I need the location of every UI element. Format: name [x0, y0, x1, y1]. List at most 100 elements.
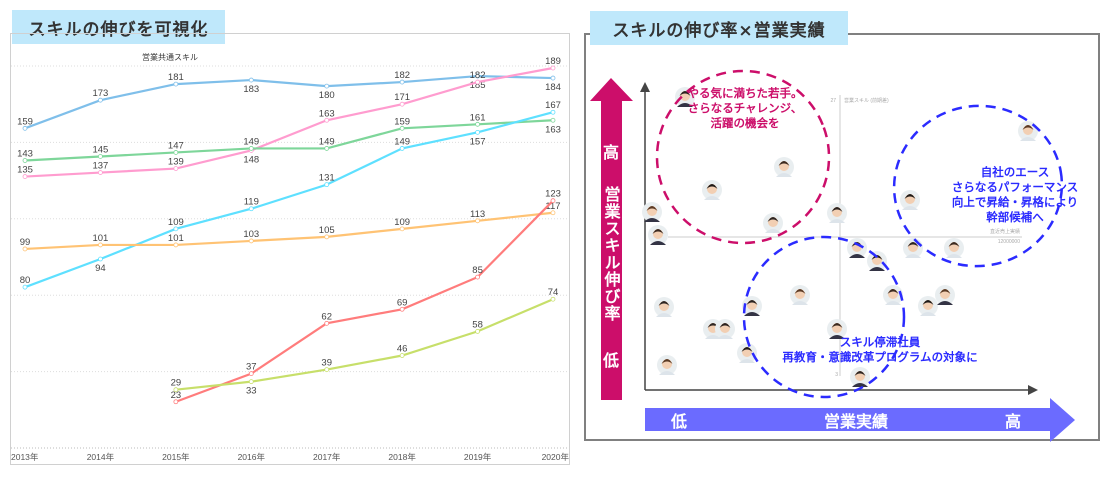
data-point: [475, 73, 480, 79]
avatar-hair: [652, 229, 664, 234]
employee-avatar[interactable]: [847, 238, 867, 258]
data-label: 131: [319, 173, 335, 184]
series-line: 80 94 109 119 131 149 157 167: [20, 100, 561, 290]
data-point: [324, 182, 330, 188]
employee-avatar[interactable]: [642, 202, 662, 222]
series-path: [24, 74, 554, 130]
employee-avatar[interactable]: [1018, 121, 1038, 141]
data-label: 33: [246, 386, 257, 397]
avatar-hair: [746, 300, 758, 305]
sales-performance-arrow: [645, 398, 1075, 442]
employee-avatar[interactable]: [702, 180, 722, 200]
inner-y-top-value: 27: [830, 98, 836, 104]
data-point: [399, 306, 405, 312]
employee-avatar[interactable]: [774, 157, 794, 177]
data-label: 29: [171, 378, 182, 389]
data-label: 181: [168, 72, 184, 83]
avatar-hair: [887, 289, 899, 294]
data-point: [173, 166, 179, 171]
data-label: 23: [171, 390, 182, 401]
data-label: 149: [319, 136, 335, 147]
avatar-hair: [719, 323, 731, 328]
x-tick-label: 2015年: [162, 452, 190, 462]
data-point: [22, 174, 28, 179]
data-label: 74: [548, 287, 559, 298]
employee-avatar[interactable]: [827, 203, 847, 223]
data-point: [399, 79, 405, 85]
data-label: 149: [394, 136, 410, 147]
avatar-hair: [707, 323, 719, 328]
avatar-body: [852, 383, 868, 387]
avatar-body: [792, 301, 808, 305]
y-arrow-low-label: 低: [602, 351, 619, 370]
avatar-body: [677, 103, 693, 107]
data-label: 149: [243, 136, 259, 147]
data-label: 159: [394, 116, 410, 127]
data-point: [98, 242, 103, 248]
data-point: [475, 328, 480, 334]
employee-avatar[interactable]: [715, 319, 735, 339]
inner-y-bottom-value: 3: [835, 372, 838, 378]
data-point: [248, 77, 254, 83]
employee-avatar[interactable]: [850, 367, 870, 387]
data-point: [399, 353, 405, 358]
employee-avatar[interactable]: [648, 225, 668, 245]
data-label: 103: [243, 229, 259, 240]
y-axis-arrowhead-icon: [640, 82, 650, 92]
employee-avatar[interactable]: [903, 238, 923, 258]
avatar-body: [1020, 137, 1036, 141]
data-point: [248, 238, 254, 244]
data-point: [550, 296, 556, 302]
employee-avatar[interactable]: [675, 87, 695, 107]
inner-y-label: 営業スキル (前期差): [844, 97, 889, 104]
avatar-body: [744, 312, 760, 316]
employee-avatar[interactable]: [918, 296, 938, 316]
employee-avatar[interactable]: [944, 238, 964, 258]
series-path: [175, 199, 554, 403]
employee-avatar[interactable]: [737, 343, 757, 363]
data-label: 182: [470, 70, 486, 81]
data-point: [98, 97, 103, 103]
annotation-text: 向上で昇給・昇格により: [952, 195, 1078, 209]
data-point: [475, 218, 480, 224]
data-label: 143: [17, 148, 33, 159]
avatar-body: [829, 335, 845, 339]
annotation-text: さらなるチャレンジ、: [688, 101, 803, 115]
data-label: 85: [472, 265, 483, 276]
employee-avatar[interactable]: [763, 213, 783, 233]
avatar-hair: [907, 242, 919, 247]
employee-avatar[interactable]: [900, 190, 920, 210]
avatar-hair: [922, 300, 934, 305]
data-label: 113: [470, 209, 485, 220]
employee-avatar[interactable]: [654, 297, 674, 317]
employee-avatar[interactable]: [883, 285, 903, 305]
employee-avatar[interactable]: [742, 296, 762, 316]
employee-avatar[interactable]: [657, 355, 677, 375]
avatar-hair: [948, 242, 960, 247]
data-label: 147: [168, 140, 184, 151]
data-point: [173, 81, 179, 87]
data-label: 135: [17, 165, 33, 176]
avatar-hair: [939, 289, 951, 294]
employee-avatar[interactable]: [867, 251, 887, 271]
employee-avatar[interactable]: [827, 319, 847, 339]
data-point: [248, 379, 254, 385]
employee-avatar[interactable]: [790, 285, 810, 305]
avatar-hair: [679, 91, 691, 96]
avatar-body: [869, 267, 885, 271]
data-label: 69: [397, 297, 408, 308]
data-label: 173: [92, 88, 108, 99]
annotation-text: 幹部候補へ: [986, 210, 1044, 224]
x-tick-label: 2019年: [464, 452, 492, 462]
data-label: 183: [243, 84, 259, 95]
data-label: 117: [545, 201, 560, 212]
avatar-body: [656, 313, 672, 317]
data-label: 159: [17, 116, 33, 127]
series-line: 143 145 147 149 149 159 161 163: [17, 112, 561, 163]
series-line: 23 37 62 69 85 123: [171, 189, 561, 405]
annotation-text: さらなるパフォーマンス: [952, 180, 1078, 194]
avatar-body: [885, 301, 901, 305]
employee-avatar[interactable]: [935, 285, 955, 305]
